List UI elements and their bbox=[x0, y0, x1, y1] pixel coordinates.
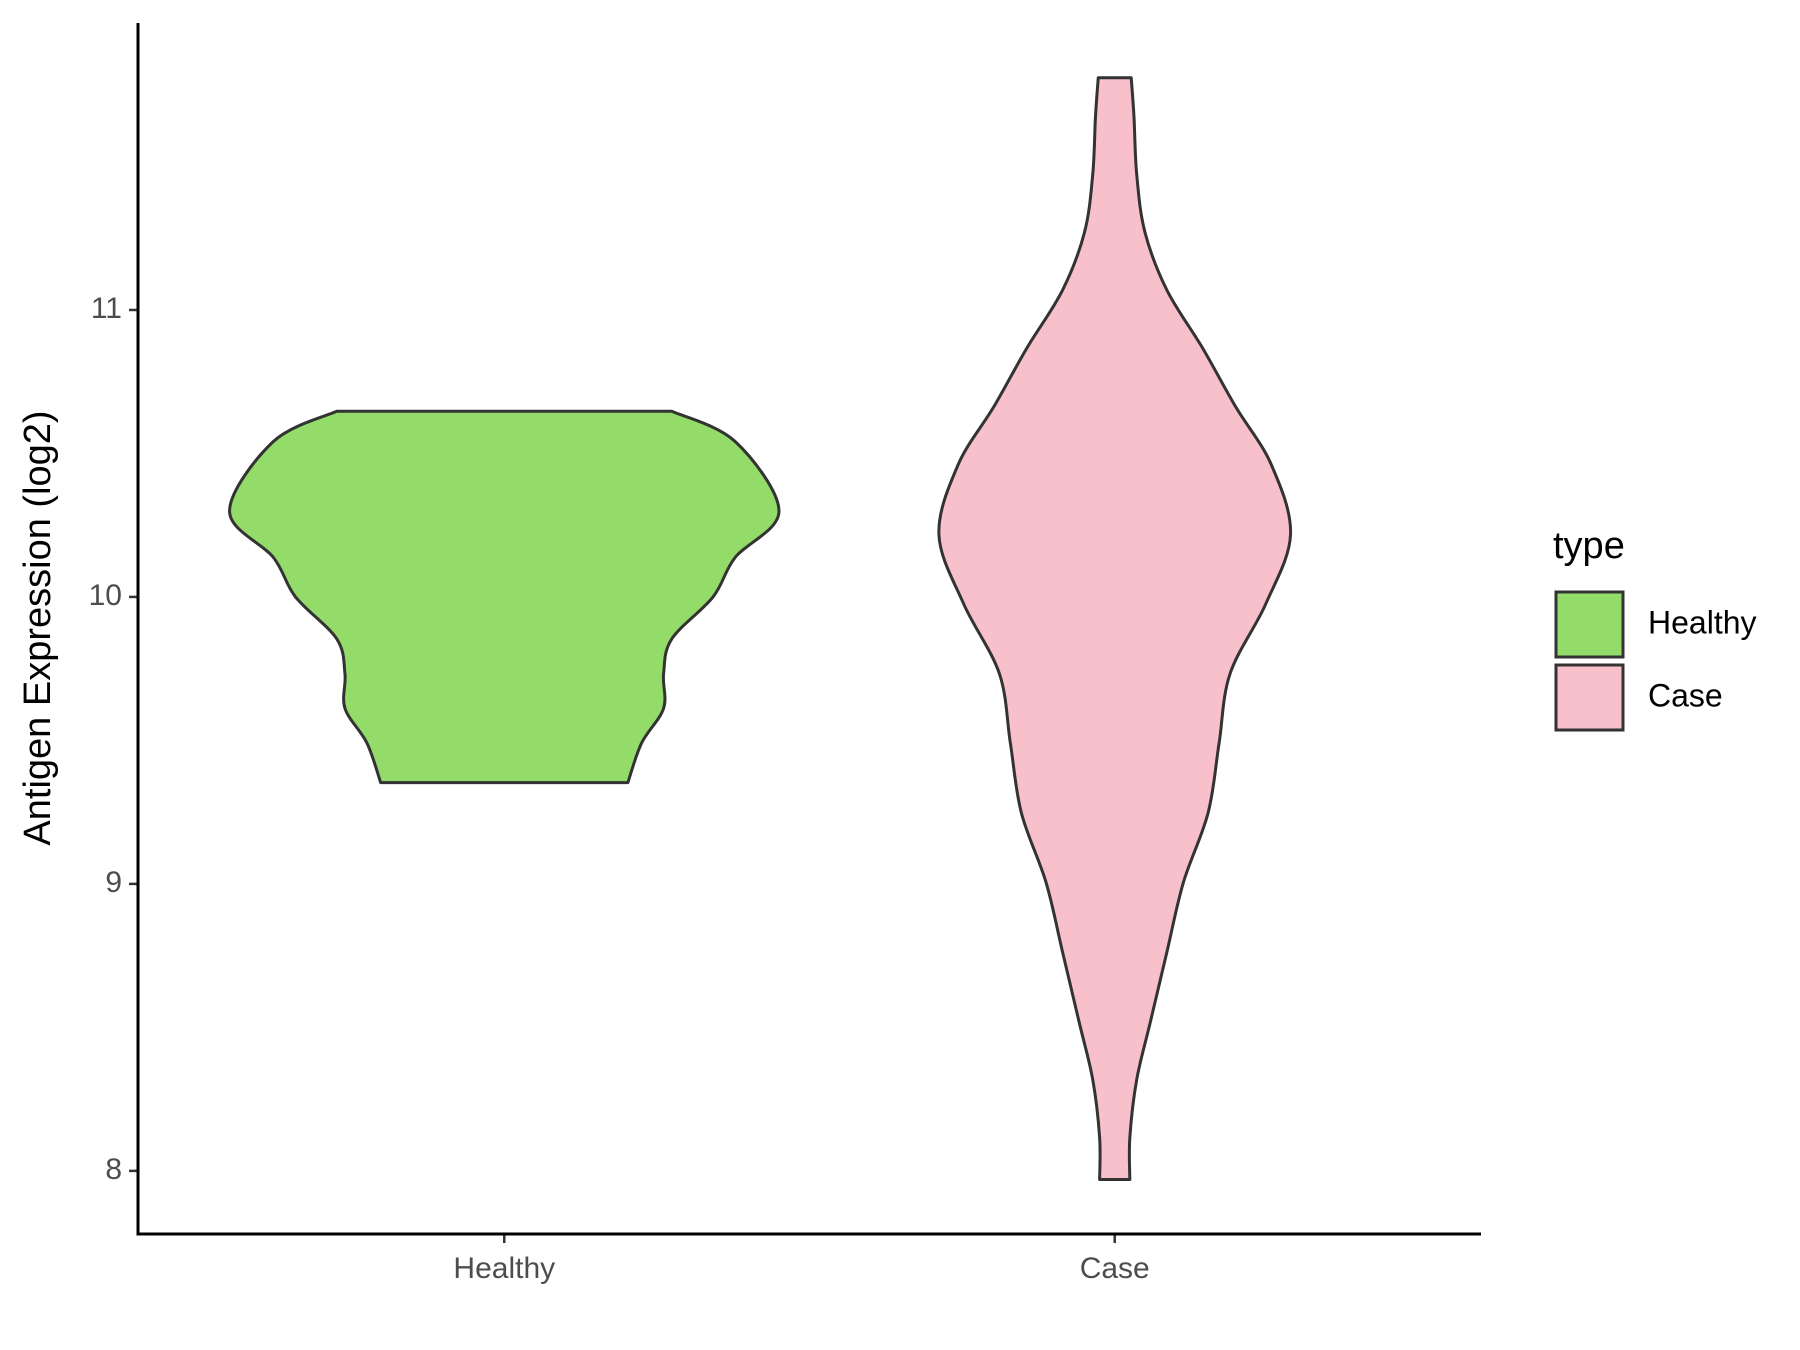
legend-label: Case bbox=[1648, 677, 1723, 713]
y-tick-label: 8 bbox=[105, 1153, 122, 1186]
y-tick-label: 10 bbox=[89, 579, 122, 612]
x-tick-label: Case bbox=[1080, 1252, 1150, 1285]
y-axis-label: Antigen Expression (log2) bbox=[17, 410, 59, 845]
y-tick-label: 9 bbox=[105, 866, 122, 899]
legend-key bbox=[1554, 590, 1625, 659]
y-tick-label: 11 bbox=[91, 292, 122, 325]
legend-key bbox=[1554, 663, 1625, 732]
violin bbox=[228, 409, 781, 785]
legend-label: Healthy bbox=[1648, 604, 1757, 640]
violin bbox=[937, 76, 1293, 1181]
legend-title: type bbox=[1553, 525, 1625, 567]
x-tick-label: Healthy bbox=[453, 1252, 555, 1285]
